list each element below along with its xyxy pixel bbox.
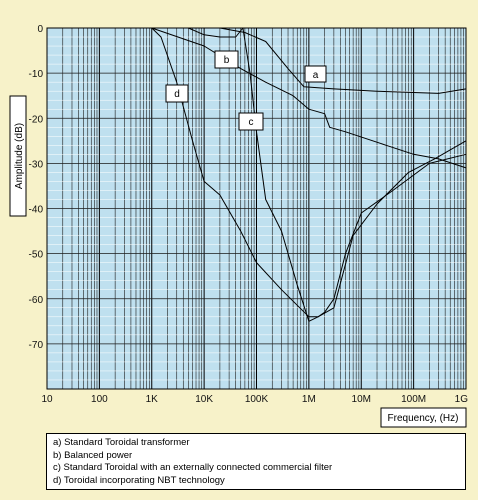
y-tick-label: -40: [29, 205, 44, 216]
y-tick-label: 0: [37, 24, 43, 35]
legend: a) Standard Toroidal transformer b) Bala…: [46, 433, 466, 490]
legend-entry-b: b) Balanced power: [53, 449, 133, 461]
callout-d: d: [165, 84, 189, 103]
x-axis-ticks: 10 100 1K 10K 100K 1M 10M 100M 1G: [41, 394, 468, 405]
callout-label-c: c: [249, 117, 254, 128]
x-tick-label: 10K: [195, 394, 213, 405]
y-axis-ticks: 0 -10 -20 -30 -40 -50 -60 -70: [29, 24, 44, 351]
legend-entry-d: d) Toroidal incorporating NBT technology: [53, 474, 225, 486]
series-line-b: [188, 27, 467, 322]
series-layer: [151, 27, 467, 322]
series-line-c: [151, 27, 467, 169]
x-tick-label: 1G: [455, 394, 469, 405]
callout-label-b: b: [224, 55, 230, 66]
x-tick-label: 1K: [146, 394, 159, 405]
x-tick-label: 100M: [401, 394, 426, 405]
plot-frame: [46, 27, 467, 390]
x-axis-title: Frequency, (Hz): [380, 407, 467, 428]
y-axis-label: Amplitude (dB): [14, 123, 25, 189]
callout-c: c: [238, 112, 264, 131]
legend-entry-c: c) Standard Toroidal with an externally …: [53, 462, 333, 473]
x-tick-label: 100: [91, 394, 108, 405]
x-tick-label: 1M: [302, 394, 316, 405]
y-axis-title: Amplitude (dB): [9, 95, 27, 217]
x-tick-label: 100K: [245, 394, 269, 405]
y-tick-label: -70: [29, 340, 44, 351]
callout-label-a: a: [313, 70, 319, 81]
y-tick-label: -50: [29, 250, 44, 261]
y-tick-label: -30: [29, 159, 44, 170]
callout-label-d: d: [174, 89, 180, 100]
callout-b: b: [214, 50, 239, 69]
y-tick-label: -20: [29, 114, 44, 125]
y-tick-label: -60: [29, 295, 44, 306]
x-tick-label: 10: [41, 394, 53, 405]
callout-a: a: [304, 65, 327, 83]
y-tick-label: -10: [29, 69, 44, 80]
series-line-a: [151, 27, 467, 94]
x-tick-label: 10M: [352, 394, 371, 405]
series-line-d: [151, 27, 467, 318]
x-axis-label: Frequency, (Hz): [388, 413, 459, 424]
legend-entry-a: a) Standard Toroidal transformer: [53, 437, 190, 448]
